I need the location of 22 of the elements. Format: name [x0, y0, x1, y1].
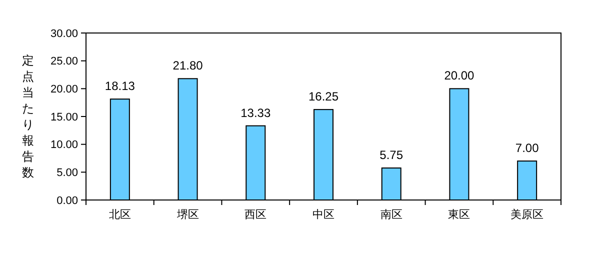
y-tick-label: 20.00: [50, 84, 78, 96]
data-label: 18.13: [104, 79, 136, 94]
x-tick-label: 南区: [380, 208, 402, 221]
x-tick-label: 北区: [108, 208, 131, 221]
y-tick-label: 0.00: [56, 194, 78, 207]
data-label: 5.75: [380, 148, 404, 162]
data-label: 16.25: [308, 90, 339, 104]
data-label: 7.00: [515, 141, 540, 156]
x-tick-label: 東区: [448, 208, 470, 221]
y-tick-label: 10.00: [50, 139, 78, 152]
data-label: 20.00: [444, 68, 475, 83]
data-label: 21.80: [172, 58, 204, 73]
x-tick-label: 中区: [312, 208, 334, 221]
y-tick-label: 15.00: [50, 111, 78, 124]
x-tick-label: 堺区: [176, 209, 199, 221]
y-tick-label: 5.00: [56, 167, 78, 180]
x-tick-label: 美原区: [510, 208, 544, 221]
x-tick-label: 西区: [244, 209, 267, 221]
data-label: 13.33: [240, 106, 271, 120]
y-tick-label: 30.00: [50, 28, 78, 40]
y-axis-title: 定点当たり報告数: [22, 54, 34, 180]
y-tick-label: 25.00: [50, 56, 78, 68]
